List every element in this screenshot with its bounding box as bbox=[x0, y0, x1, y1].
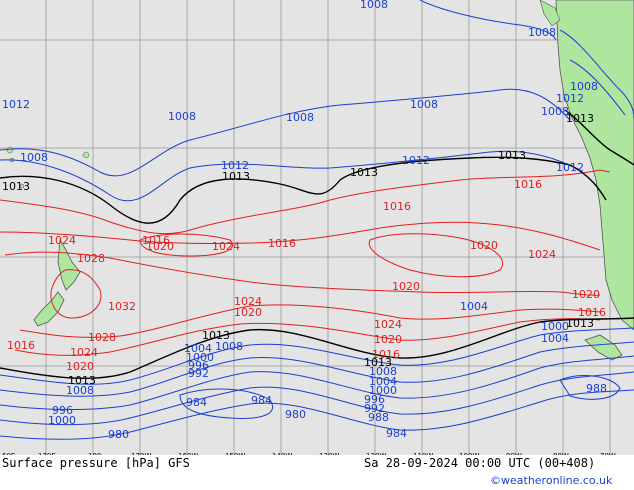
isobar-label: 1020 bbox=[146, 240, 174, 253]
isobar-label: 980 bbox=[108, 428, 129, 441]
high-pressure-isobars bbox=[0, 169, 611, 356]
isobar-label: 1024 bbox=[70, 346, 98, 359]
isobar-label: 996 bbox=[52, 404, 73, 417]
isobar-label: 1020 bbox=[374, 333, 402, 346]
isobar-label: 1008 bbox=[168, 110, 196, 123]
isobar-label: 988 bbox=[368, 411, 389, 424]
isobar-label: 1008 bbox=[66, 384, 94, 397]
isobar-label: 1008 bbox=[20, 151, 48, 164]
isobar-label: 1020 bbox=[66, 360, 94, 373]
isobar-label: 1004 bbox=[184, 342, 212, 355]
isobar-label: 1008 bbox=[528, 26, 556, 39]
low-pressure-isobars bbox=[0, 0, 634, 440]
isobar-label: 1016 bbox=[514, 178, 542, 191]
isobar-label: 988 bbox=[586, 382, 607, 395]
valid-time: Sa 28-09-2024 00:00 UTC (00+408) bbox=[364, 456, 595, 470]
isobar-label: 1008 bbox=[369, 365, 397, 378]
isobar-label: 992 bbox=[188, 367, 209, 380]
isobar-label: 1020 bbox=[572, 288, 600, 301]
low-isobar-labels: 1008 1008 1008 1012 1008 1008 1008 1008 … bbox=[2, 0, 607, 441]
isobar-label: 1008 bbox=[410, 98, 438, 111]
isobar-label: 1013 bbox=[2, 180, 30, 193]
isobar-label: 1012 bbox=[556, 92, 584, 105]
isobar-label: 1008 bbox=[541, 105, 569, 118]
footer-background bbox=[0, 455, 634, 490]
credit-link[interactable]: ©weatheronline.co.uk bbox=[490, 474, 613, 487]
isobar-label: 1032 bbox=[108, 300, 136, 313]
isobar-label: 1024 bbox=[528, 248, 556, 261]
isobar-label: 1008 bbox=[215, 340, 243, 353]
isobar-label: 1016 bbox=[142, 234, 170, 247]
isobar-label: 1012 bbox=[402, 154, 430, 167]
isobar-label: 1013 bbox=[566, 112, 594, 125]
isobar-label: 1024 bbox=[212, 240, 240, 253]
isobar-label: 996 bbox=[188, 359, 209, 372]
isobar-label: 1024 bbox=[48, 234, 76, 247]
isobar-label: 1020 bbox=[470, 239, 498, 252]
isobar-label: 1000 bbox=[541, 320, 569, 333]
isobar-label: 1024 bbox=[234, 295, 262, 308]
isobar-label: 1004 bbox=[460, 300, 488, 313]
isobar-label: 1008 bbox=[360, 0, 388, 11]
isobar-label: 1012 bbox=[556, 161, 584, 174]
isobar-label: 1013 bbox=[202, 329, 230, 342]
isobar-label: 1000 bbox=[369, 384, 397, 397]
isobar-label: 1000 bbox=[48, 414, 76, 427]
isobar-label: 1028 bbox=[88, 331, 116, 344]
new-zealand-south-island bbox=[33, 291, 65, 327]
isobar-label: 1012 bbox=[2, 98, 30, 111]
isobar-label: 984 bbox=[186, 396, 207, 409]
tierra-del-fuego bbox=[584, 334, 623, 361]
isobar-label: 1004 bbox=[541, 332, 569, 345]
map-title: Surface pressure [hPa] GFS bbox=[2, 456, 190, 470]
isobar-label: 996 bbox=[364, 393, 385, 406]
isobar-label: 1013 bbox=[350, 166, 378, 179]
isobar-label: 1000 bbox=[186, 351, 214, 364]
isobar-label: 1016 bbox=[7, 339, 35, 352]
isobar-label: 984 bbox=[251, 394, 272, 407]
isobar-label: 984 bbox=[386, 427, 407, 440]
reference-isobar-1013 bbox=[0, 109, 634, 379]
isobar-label: 1004 bbox=[369, 375, 397, 388]
isobar-label: 1008 bbox=[570, 80, 598, 93]
isobar-label: 1013 bbox=[498, 149, 526, 162]
isobar-label: 980 bbox=[285, 408, 306, 421]
isobar-label: 1013 bbox=[566, 317, 594, 330]
isobar-label: 1013 bbox=[222, 170, 250, 183]
isobar-label: 1013 bbox=[68, 374, 96, 387]
isobar-label: 1020 bbox=[234, 306, 262, 319]
isobar-label: 1013 bbox=[364, 356, 392, 369]
isobar-label: 992 bbox=[364, 402, 385, 415]
isobar-label: 1008 bbox=[286, 111, 314, 124]
isobar-label: 1028 bbox=[77, 252, 105, 265]
isobar-label: 1016 bbox=[383, 200, 411, 213]
isobar-label: 1012 bbox=[221, 159, 249, 172]
isobar-label: 1016 bbox=[268, 237, 296, 250]
isobar-label: 1016 bbox=[372, 348, 400, 361]
high-isobar-labels: 1016 1016 1024 1016 1020 1024 1016 1020 … bbox=[7, 178, 606, 373]
galapagos-coast bbox=[539, 0, 561, 27]
south-america-landmass bbox=[555, 0, 634, 331]
reference-isobar-labels: 1013 1013 1013 1013 1013 1013 1013 1013 … bbox=[2, 112, 594, 387]
pacific-islands bbox=[6, 146, 90, 189]
isobar-label: 1024 bbox=[374, 318, 402, 331]
isobar-label: 1016 bbox=[578, 306, 606, 319]
isobar-label: 1020 bbox=[392, 280, 420, 293]
